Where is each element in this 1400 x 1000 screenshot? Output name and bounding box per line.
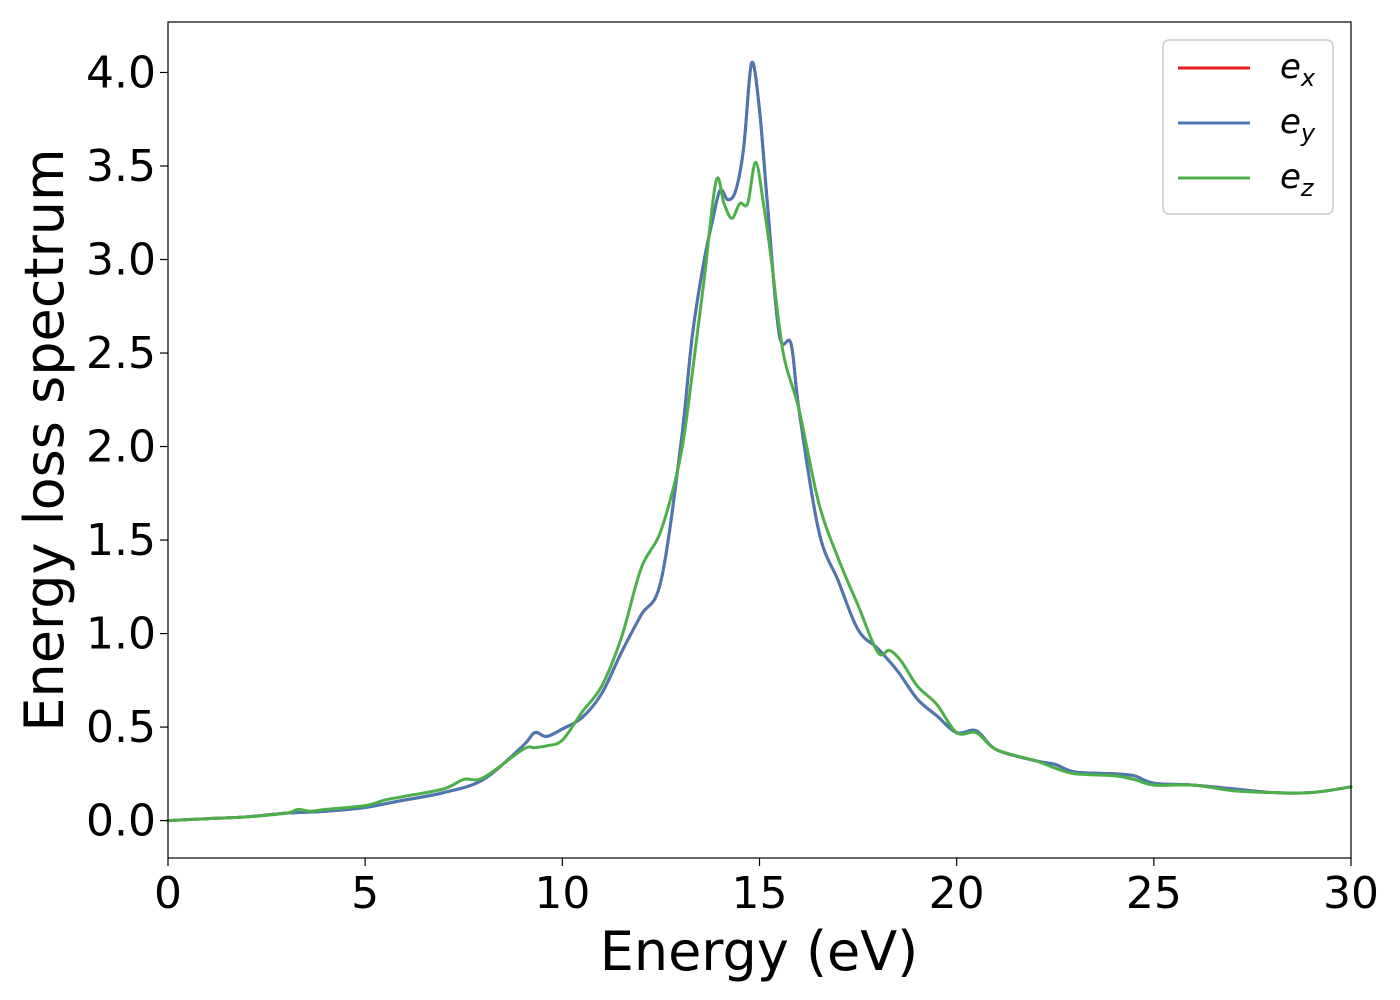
y-tick-label: 3.0 [86, 235, 156, 286]
series-layer [166, 60, 1353, 823]
y-tick-label: 0.5 [86, 702, 156, 753]
y-tick-label: 0.0 [86, 796, 156, 847]
x-tick-label: 30 [1323, 868, 1379, 919]
y-tick-label: 2.0 [86, 422, 156, 473]
series-line-e-z [166, 160, 1353, 823]
x-tick-label: 15 [732, 868, 788, 919]
legend-label-base: e [1280, 47, 1301, 87]
legend-label-z: ez [1280, 157, 1315, 202]
x-axis-label: Energy (eV) [600, 920, 919, 983]
legend-label-subscript: z [1300, 174, 1315, 202]
y-axis-label: Energy loss spectrum [13, 148, 76, 731]
legend-label-subscript: y [1300, 119, 1316, 147]
y-axis-ticks: 0.0 0.5 1.0 1.5 2.0 2.5 3.0 3.5 4.0 [86, 47, 168, 847]
y-tick-label: 1.5 [86, 515, 156, 566]
legend-label-y: ey [1280, 102, 1316, 147]
x-tick-label: 0 [154, 868, 182, 919]
legend-box [1162, 39, 1334, 215]
legend-label-base: e [1280, 157, 1301, 197]
legend-label-x: ex [1280, 47, 1316, 92]
y-tick-label: 2.5 [86, 328, 156, 379]
plot-area [168, 22, 1351, 858]
x-tick-label: 10 [534, 868, 590, 919]
legend-label-subscript: x [1300, 64, 1316, 92]
legend-label-base: e [1280, 102, 1301, 142]
x-tick-label: 5 [351, 868, 379, 919]
y-tick-label: 4.0 [86, 47, 156, 98]
y-tick-label: 1.0 [86, 609, 156, 660]
x-tick-label: 20 [929, 868, 985, 919]
x-axis-ticks: 0 5 10 15 20 25 30 [154, 858, 1379, 919]
x-tick-label: 25 [1126, 868, 1182, 919]
y-tick-label: 3.5 [86, 141, 156, 192]
